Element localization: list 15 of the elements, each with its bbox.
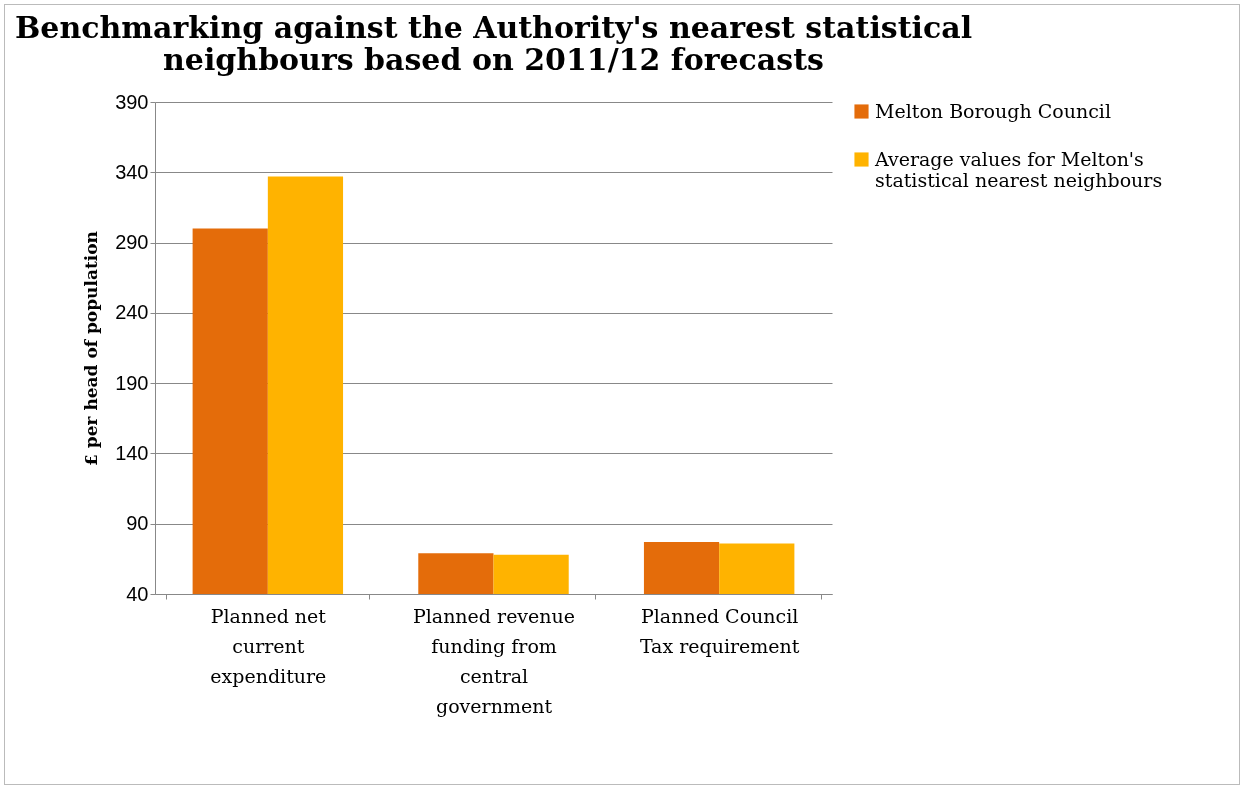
y-tick-label: 140 xyxy=(115,441,149,464)
legend-label: Melton Borough Council xyxy=(875,99,1111,122)
y-tick-label: 340 xyxy=(115,160,149,183)
x-tick-label: Planned revenue funding from central government xyxy=(412,604,576,717)
y-tick-label: 40 xyxy=(126,582,149,605)
y-tick-label: 290 xyxy=(115,231,149,254)
chart-title: Benchmarking against the Authority's nearest statistical neighbours based on 2011/12 forecasts xyxy=(14,10,973,77)
legend-label: Average values for Melton's statistical nearest neighbours xyxy=(874,147,1163,191)
y-axis-title: £ per head of population xyxy=(81,231,102,466)
x-tick-label: Planned net current expenditure xyxy=(210,604,327,687)
x-tick-label: Planned Council Tax requirement xyxy=(639,604,800,657)
y-tick-label: 90 xyxy=(126,512,149,535)
y-tick-label: 240 xyxy=(115,301,149,324)
y-tick-label: 390 xyxy=(115,90,149,113)
y-tick-label: 190 xyxy=(115,371,149,394)
